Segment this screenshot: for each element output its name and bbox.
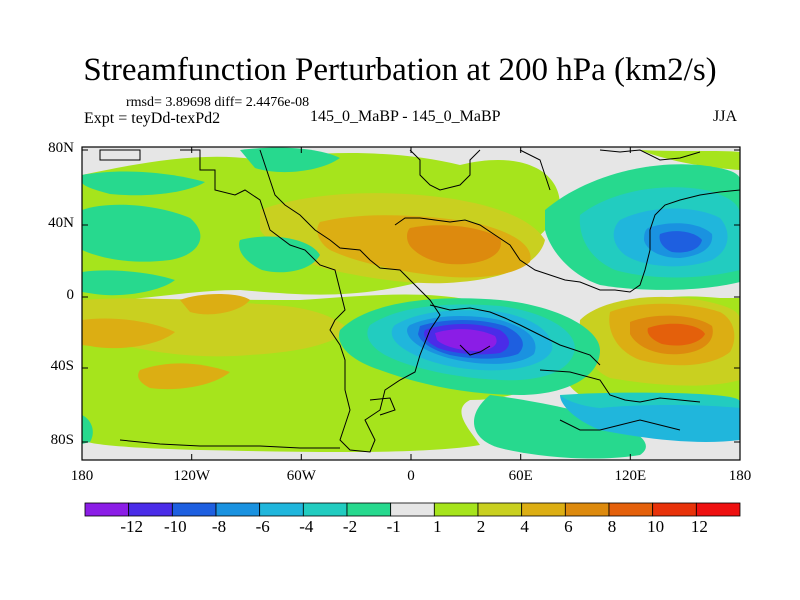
colorbar-label: -1 xyxy=(386,517,401,536)
coastlines xyxy=(99,149,740,453)
contour-region xyxy=(473,395,646,459)
contour-region xyxy=(82,415,93,444)
colorbar-label: -10 xyxy=(163,517,187,536)
colorbar-label: 2 xyxy=(476,517,486,536)
colorbar-label: -6 xyxy=(255,517,270,536)
colorbar-swatch xyxy=(171,502,217,517)
colorbar-label: -4 xyxy=(299,517,314,536)
contour-region xyxy=(435,329,497,351)
contour-field xyxy=(82,147,740,460)
lon-tick-label: 60W xyxy=(286,468,316,484)
colorbar-label: 1 xyxy=(433,517,442,536)
lon-tick-label: 0 xyxy=(407,468,415,484)
lat-tick-label: 40S xyxy=(50,358,74,374)
lon-tick-label: 60E xyxy=(508,468,533,484)
contour-region xyxy=(659,231,702,253)
contour-region xyxy=(647,323,705,346)
lat-tick-label: 80N xyxy=(48,140,74,156)
colorbar-swatch xyxy=(259,502,304,517)
colorbar-label: 12 xyxy=(690,517,708,536)
colorbar-swatch xyxy=(652,502,697,517)
contour-region xyxy=(82,270,175,296)
colorbar-swatch xyxy=(390,502,435,517)
comparison-label: 145_0_MaBP - 145_0_MaBP xyxy=(310,108,501,125)
colorbar-swatch xyxy=(128,502,173,517)
experiment-label: Expt = teyDd-texPd2 xyxy=(84,110,221,127)
colorbar-label: -8 xyxy=(211,517,227,536)
contour-region xyxy=(640,150,740,170)
contour-region xyxy=(239,236,320,273)
contour-region xyxy=(82,318,175,349)
season-label: JJA xyxy=(713,108,738,125)
lat-tick-label: 0 xyxy=(66,287,75,303)
colorbar-label: 10 xyxy=(647,517,665,536)
contour-region xyxy=(407,225,501,265)
contour-region xyxy=(180,294,250,315)
lon-tick-label: 120W xyxy=(173,468,211,484)
colorbar-swatch xyxy=(433,502,479,517)
colorbar xyxy=(84,502,741,517)
colorbar-swatch xyxy=(695,502,741,517)
contour-region xyxy=(82,171,205,196)
colorbar-swatch xyxy=(608,502,654,517)
lat-tick-label: 80S xyxy=(50,432,74,448)
colorbar-swatch xyxy=(564,502,610,517)
lon-tick-label: 120E xyxy=(614,468,647,484)
colorbar-swatch xyxy=(84,502,130,517)
colorbar-label: 8 xyxy=(607,517,617,536)
colorbar-swatch xyxy=(521,502,566,517)
colorbar-swatch xyxy=(346,502,392,517)
colorbar-swatch xyxy=(215,502,261,517)
colorbar-label: 4 xyxy=(520,517,529,536)
colorbar-label: 6 xyxy=(564,517,573,536)
lon-tick-label: 180 xyxy=(728,468,752,484)
contour-region xyxy=(138,363,230,390)
axis-ticks xyxy=(81,147,741,460)
colorbar-label: -12 xyxy=(120,517,143,536)
colorbar-label: -2 xyxy=(342,517,358,536)
contour-region xyxy=(82,204,201,262)
map-title: Streamfunction Perturbation at 200 hPa (… xyxy=(83,52,717,88)
colorbar-swatch xyxy=(302,502,348,517)
lon-tick-label: 180 xyxy=(70,468,94,484)
stats-label: rmsd= 3.89698 diff= 2.4476e-08 xyxy=(126,95,310,110)
lat-tick-label: 40N xyxy=(48,215,74,231)
colorbar-swatch xyxy=(477,502,523,517)
